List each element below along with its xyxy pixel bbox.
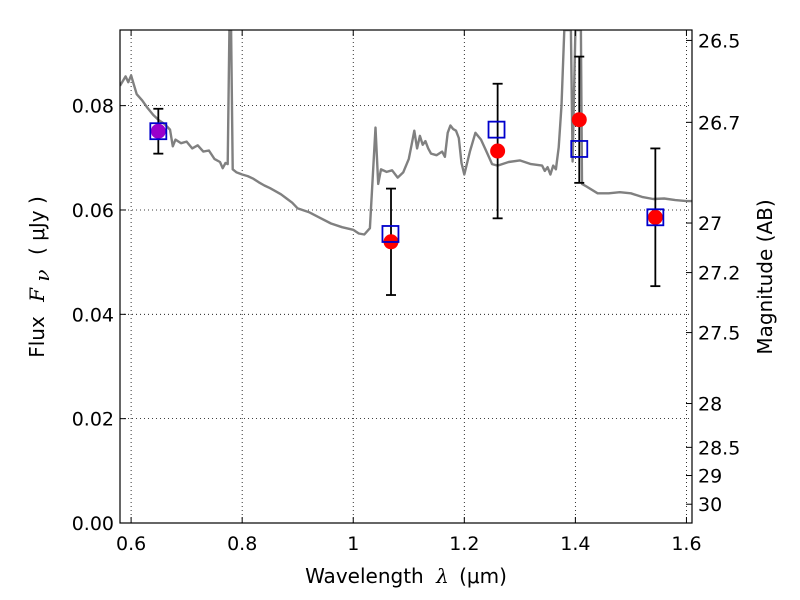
y2-tick-label: 28.5	[698, 437, 740, 459]
grid-layer	[120, 30, 692, 523]
y-tick-label: 0.08	[72, 96, 114, 118]
y2-tick-label: 27.5	[698, 323, 740, 345]
tick-layer: 0.6 0.8 1 1.2 1.4 1.6 0.00 0.02 0.04 0.06 0.08 26.5…	[72, 30, 740, 555]
y-axis-label: Flux F ν ( μJy )	[25, 196, 54, 358]
y-axis-label-unit: ( μJy )	[25, 196, 49, 255]
plot-area	[120, 30, 692, 296]
observed-point	[647, 209, 663, 225]
y2-tick-label: 29	[698, 466, 722, 488]
observed-point	[490, 143, 506, 159]
model-photometry-point	[570, 140, 589, 158]
y-axis-label-symbol: F	[25, 287, 49, 303]
y2-tick-label: 28	[698, 394, 722, 416]
x-axis-label-prefix: Wavelength	[305, 564, 424, 588]
model-photometry-point	[646, 208, 665, 227]
y2-axis-label: Magnitude (AB)	[753, 199, 777, 354]
x-tick-label: 1.4	[560, 533, 590, 555]
x-tick-label: 1	[347, 533, 359, 555]
y2-tick-label: 27.2	[698, 263, 740, 285]
x-axis-label-symbol: λ	[435, 564, 449, 588]
y-tick-label: 0.00	[72, 513, 114, 535]
observed-point	[150, 123, 166, 139]
x-tick-label: 0.8	[227, 533, 257, 555]
y2-tick-label: 30	[698, 494, 722, 516]
y2-tick-label: 27	[698, 213, 722, 235]
model-photometry-point	[149, 122, 168, 141]
x-tick-label: 1.2	[449, 533, 479, 555]
model-photometry-point	[381, 225, 400, 243]
y-tick-label: 0.02	[72, 409, 114, 431]
observed-point	[571, 112, 587, 128]
y2-tick-label: 26.5	[698, 30, 740, 52]
x-tick-label: 1.6	[671, 533, 701, 555]
plot-frame	[119, 29, 693, 524]
model-spectrum-line	[120, 30, 692, 236]
y2-tick-label: 26.7	[698, 112, 740, 134]
y-tick-label: 0.06	[72, 200, 114, 222]
y-tick-label: 0.04	[72, 304, 114, 326]
y-axis-label-prefix: Flux	[25, 316, 49, 358]
x-tick-label: 0.6	[116, 533, 146, 555]
model-photometry-point	[487, 120, 506, 139]
y-axis-label-subscript: ν	[30, 269, 54, 281]
x-axis-label: Wavelength λ (μm)	[305, 564, 507, 588]
x-axis-label-unit: (μm)	[459, 564, 507, 588]
